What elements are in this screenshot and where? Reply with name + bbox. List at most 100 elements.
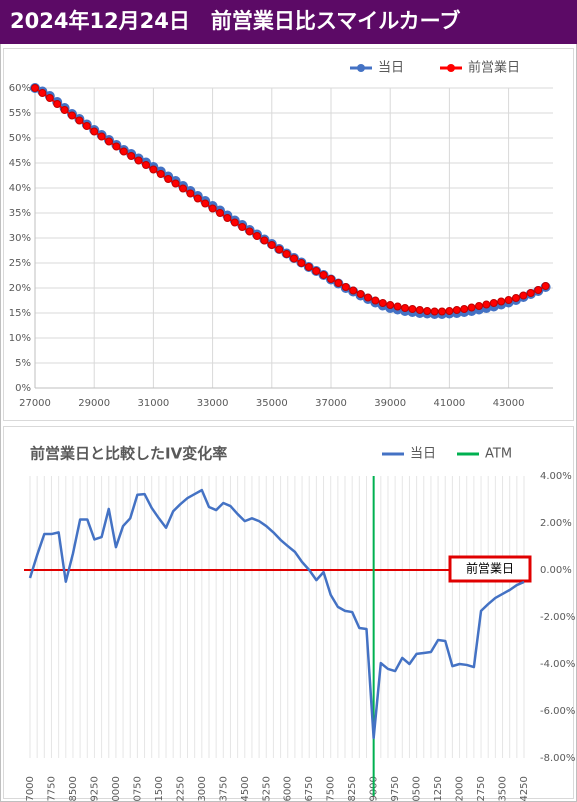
- x-tick-label: 31000: [137, 398, 169, 409]
- y-tick-label: -8.00%: [540, 753, 575, 764]
- y-tick-label: 10%: [9, 333, 31, 344]
- x-tick-label: 42750: [476, 776, 487, 802]
- data-point: [38, 89, 47, 97]
- data-point: [386, 301, 395, 309]
- data-point: [275, 245, 284, 254]
- data-point: [408, 305, 417, 313]
- y-tick-label: 30%: [9, 233, 31, 244]
- data-point: [142, 161, 150, 169]
- y-tick-label: 15%: [9, 308, 31, 319]
- data-point: [401, 304, 409, 312]
- x-tick-label: 28500: [68, 776, 79, 802]
- data-point: [127, 152, 136, 160]
- data-point: [119, 147, 128, 156]
- chart-panel: [3, 426, 574, 799]
- data-point: [534, 286, 543, 294]
- x-tick-label: 33000: [197, 776, 208, 802]
- y-tick-label: 40%: [9, 183, 31, 194]
- data-point: [482, 300, 491, 309]
- data-point: [393, 302, 402, 311]
- x-tick-label: 43500: [498, 776, 509, 802]
- header-title: 2024年12月24日 前営業日比スマイルカーブ: [10, 9, 460, 33]
- header-band: [0, 0, 577, 44]
- data-point: [341, 283, 350, 291]
- reference-label: 前営業日: [466, 561, 514, 576]
- y-tick-label: 50%: [9, 133, 31, 144]
- data-point: [193, 194, 202, 203]
- series-line: [28, 488, 525, 740]
- x-tick-label: 39750: [390, 776, 401, 802]
- x-tick-label: 27000: [25, 776, 36, 802]
- x-tick-label: 30750: [132, 776, 143, 802]
- x-tick-label: 39000: [374, 398, 406, 409]
- data-point: [260, 236, 269, 245]
- data-point: [53, 100, 62, 108]
- data-point: [267, 241, 276, 249]
- data-point: [415, 306, 424, 314]
- data-point: [216, 209, 224, 217]
- data-point: [230, 218, 239, 227]
- y-tick-label: 0%: [15, 383, 31, 394]
- x-tick-label: 41250: [433, 776, 444, 802]
- y-tick-label: 55%: [9, 108, 31, 119]
- data-point: [208, 204, 217, 213]
- legend-label: 当日: [410, 447, 436, 462]
- x-tick-label: 30000: [111, 776, 122, 802]
- y-tick-label: 2.00%: [540, 518, 572, 529]
- y-tick-label: 35%: [9, 208, 31, 219]
- data-point: [31, 84, 39, 92]
- data-point: [438, 307, 446, 316]
- data-point: [45, 94, 54, 102]
- data-point: [245, 227, 254, 236]
- x-tick-label: 29000: [78, 398, 110, 409]
- data-point: [489, 299, 498, 307]
- y-tick-label: -2.00%: [540, 612, 575, 623]
- data-point: [201, 199, 210, 208]
- reference-label-box: [448, 555, 532, 583]
- data-point: [60, 106, 69, 114]
- data-point: [75, 116, 84, 125]
- data-point: [423, 307, 432, 315]
- y-tick-label: 4.00%: [540, 471, 572, 482]
- x-tick-label: 37500: [326, 776, 337, 802]
- y-tick-label: 0.00%: [540, 565, 572, 576]
- data-point: [467, 303, 476, 312]
- data-point: [327, 275, 335, 283]
- data-point: [90, 127, 99, 136]
- data-point: [319, 271, 328, 279]
- chart-panel: [3, 48, 574, 421]
- data-point: [156, 170, 165, 178]
- x-tick-label: 41000: [433, 398, 465, 409]
- y-tick-label: -4.00%: [540, 659, 575, 670]
- data-point: [134, 156, 143, 165]
- x-tick-label: 34500: [240, 776, 251, 802]
- data-point: [112, 142, 121, 151]
- data-point: [526, 289, 535, 297]
- data-point: [364, 293, 372, 302]
- y-tick-label: 60%: [9, 83, 31, 94]
- data-point: [253, 232, 261, 240]
- x-tick-label: 27750: [46, 776, 57, 802]
- y-tick-label: 45%: [9, 158, 31, 169]
- x-tick-label: 27000: [19, 398, 51, 409]
- data-point: [97, 132, 106, 141]
- data-point: [519, 291, 528, 300]
- data-point: [504, 296, 513, 304]
- data-point: [541, 282, 550, 290]
- x-tick-label: 43000: [493, 398, 525, 409]
- data-point: [82, 122, 91, 130]
- y-tick-label: 20%: [9, 283, 31, 294]
- legend-marker: [357, 64, 365, 72]
- data-point: [304, 263, 313, 271]
- data-point: [238, 223, 247, 231]
- x-tick-label: 42000: [455, 776, 466, 802]
- chart-title: 前営業日と比較したIV変化率: [30, 445, 227, 463]
- data-point: [282, 250, 291, 258]
- x-tick-label: 33000: [197, 398, 229, 409]
- data-point: [223, 214, 232, 222]
- data-point: [149, 165, 158, 174]
- data-point: [378, 299, 387, 307]
- x-tick-label: 33750: [218, 776, 229, 802]
- data-point: [430, 307, 439, 316]
